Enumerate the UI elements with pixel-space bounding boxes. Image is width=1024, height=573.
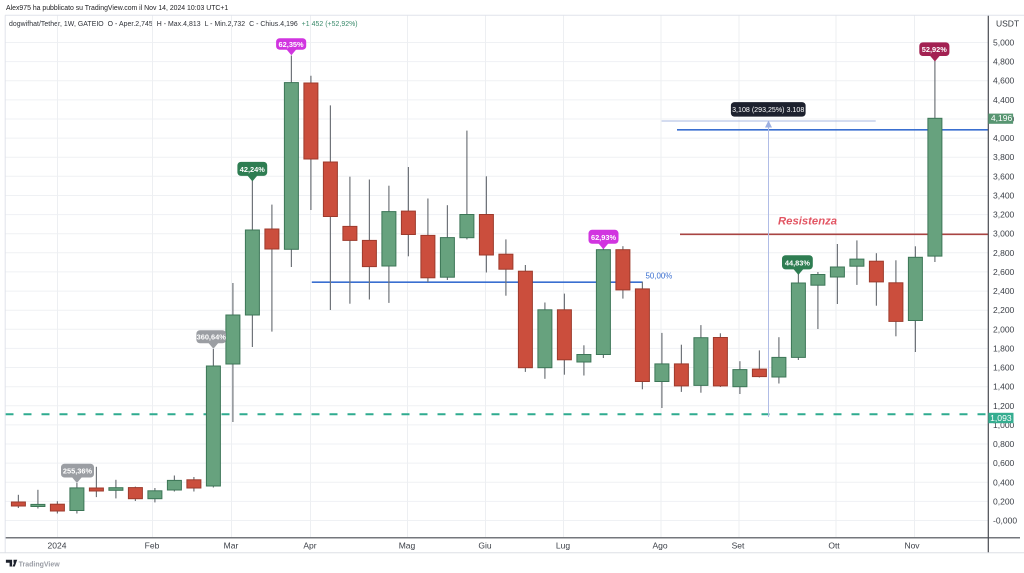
svg-text:42,24%: 42,24% bbox=[240, 165, 265, 174]
svg-text:Nov: Nov bbox=[904, 541, 920, 551]
svg-text:Resistenza: Resistenza bbox=[778, 216, 837, 228]
svg-text:Set: Set bbox=[732, 541, 745, 551]
svg-text:1,000: 1,000 bbox=[993, 420, 1015, 430]
svg-text:USDT: USDT bbox=[996, 19, 1019, 29]
svg-text:3,108 (293,25%) 3.108: 3,108 (293,25%) 3.108 bbox=[732, 106, 804, 114]
svg-text:Lug: Lug bbox=[556, 541, 570, 551]
svg-text:4,400: 4,400 bbox=[993, 95, 1015, 105]
svg-text:1,800: 1,800 bbox=[993, 343, 1015, 353]
svg-text:2,800: 2,800 bbox=[993, 248, 1015, 258]
svg-text:4,000: 4,000 bbox=[993, 133, 1015, 143]
svg-text:50,00%: 50,00% bbox=[646, 271, 673, 280]
svg-text:Mag: Mag bbox=[399, 541, 416, 551]
svg-text:1,093: 1,093 bbox=[990, 413, 1012, 423]
svg-text:62,93%: 62,93% bbox=[591, 233, 616, 242]
svg-text:Apr: Apr bbox=[303, 541, 316, 551]
svg-text:0,600: 0,600 bbox=[993, 458, 1015, 468]
svg-text:1,200: 1,200 bbox=[993, 401, 1015, 411]
svg-text:Ago: Ago bbox=[652, 541, 667, 551]
svg-text:52,92%: 52,92% bbox=[922, 45, 947, 54]
svg-text:4,600: 4,600 bbox=[993, 76, 1015, 86]
svg-text:4,800: 4,800 bbox=[993, 57, 1015, 67]
svg-text:Mar: Mar bbox=[224, 541, 239, 551]
svg-text:3,800: 3,800 bbox=[993, 152, 1015, 162]
svg-text:Feb: Feb bbox=[145, 541, 160, 551]
svg-text:3,000: 3,000 bbox=[993, 229, 1015, 239]
svg-text:2,200: 2,200 bbox=[993, 305, 1015, 315]
svg-text:3,200: 3,200 bbox=[993, 210, 1015, 220]
svg-text:-0,000: -0,000 bbox=[993, 516, 1017, 526]
svg-text:TradingView: TradingView bbox=[19, 561, 61, 568]
svg-text:0,200: 0,200 bbox=[993, 496, 1015, 506]
svg-text:0,400: 0,400 bbox=[993, 477, 1015, 487]
svg-text:4,196: 4,196 bbox=[991, 113, 1013, 123]
svg-text:2,000: 2,000 bbox=[993, 324, 1015, 334]
svg-text:2,600: 2,600 bbox=[993, 267, 1015, 277]
svg-text:255,36%: 255,36% bbox=[63, 467, 93, 476]
svg-text:1,400: 1,400 bbox=[993, 382, 1015, 392]
svg-text:1,600: 1,600 bbox=[993, 363, 1015, 373]
svg-text:3,400: 3,400 bbox=[993, 191, 1015, 201]
svg-text:62,35%: 62,35% bbox=[279, 40, 304, 49]
svg-text:0,800: 0,800 bbox=[993, 439, 1015, 449]
svg-text:Giu: Giu bbox=[478, 541, 492, 551]
svg-text:2,400: 2,400 bbox=[993, 286, 1015, 296]
svg-text:360,64%: 360,64% bbox=[197, 333, 227, 342]
svg-text:44,83%: 44,83% bbox=[785, 258, 810, 267]
svg-text:5,000: 5,000 bbox=[993, 38, 1015, 48]
svg-text:3,600: 3,600 bbox=[993, 171, 1015, 181]
svg-text:2024: 2024 bbox=[48, 541, 67, 551]
svg-text:Ott: Ott bbox=[828, 541, 840, 551]
